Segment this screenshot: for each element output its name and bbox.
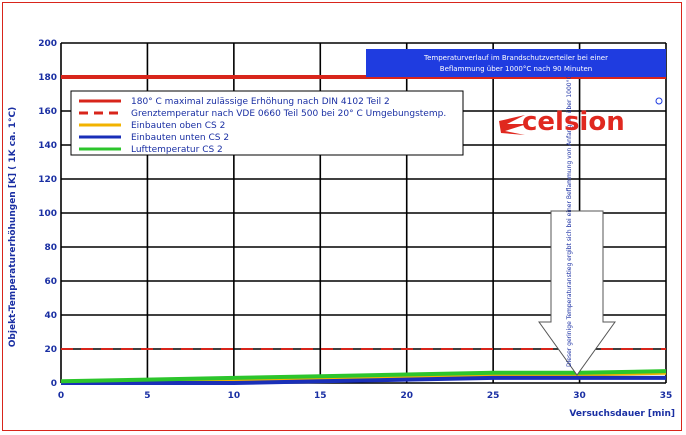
legend-label-2: Einbauten oben CS 2 <box>131 121 225 131</box>
series-line-3 <box>61 375 666 385</box>
tick-labels: 0 20 40 60 80 100 120 140 160 180 200 0 5 10 15 20 25 30 3… <box>38 39 672 401</box>
y-tick-label: 160 <box>38 107 57 117</box>
x-tick-label: 5 <box>144 391 150 401</box>
y-tick-label: 80 <box>44 243 57 253</box>
x-tick-label: 10 <box>228 391 241 401</box>
series-line-4 <box>60 369 667 384</box>
chart-title: Temperaturverlauf im Brandschutzverteile… <box>366 49 666 77</box>
y-tick-label: 40 <box>44 311 57 321</box>
legend-label-3: Einbauten unten CS 2 <box>131 133 229 143</box>
y-tick-label: 20 <box>44 345 57 355</box>
y-tick-label: 140 <box>38 141 57 151</box>
legend-label-1: Grenztemperatur nach VDE 0660 Teil 500 b… <box>131 109 446 119</box>
chart-svg: 0 20 40 60 80 100 120 140 160 180 200 0 5 10 15 20 25 30 3… <box>8 39 675 419</box>
flame-icon <box>499 115 527 135</box>
legend: 180° C maximal zulässige Erhöhung nach D… <box>70 90 464 156</box>
title-line-2: Beflammung über 1000°C nach 90 Minuten <box>440 65 592 73</box>
annotation-text: Dieser gerinige Temperaturanstieg ergibt… <box>566 75 573 367</box>
x-axis-label: Versuchsdauer [min] <box>569 409 675 419</box>
legend-label-4: Lufttemperatur CS 2 <box>131 145 223 155</box>
y-tick-label: 180 <box>38 73 57 83</box>
x-tick-label: 25 <box>487 391 500 401</box>
title-line-1: Temperaturverlauf im Brandschutzverteile… <box>423 54 608 62</box>
y-tick-label: 200 <box>38 39 57 49</box>
celsion-logo: celsion <box>499 97 663 137</box>
y-tick-label: 100 <box>38 209 57 219</box>
annotation-arrow: Dieser gerinige Temperaturanstieg ergibt… <box>538 75 616 376</box>
x-tick-label: 0 <box>58 391 64 401</box>
y-tick-label: 60 <box>44 277 57 287</box>
x-tick-label: 15 <box>314 391 327 401</box>
y-axis-label: Objekt-Temperaturerhöhungen [K] ( 1K ca.… <box>8 107 18 347</box>
x-tick-label: 30 <box>573 391 586 401</box>
x-tick-label: 35 <box>660 391 673 401</box>
y-tick-label: 120 <box>38 175 57 185</box>
x-tick-label: 20 <box>400 391 413 401</box>
legend-label-0: 180° C maximal zulässige Erhöhung nach D… <box>131 97 390 107</box>
logo-text: celsion <box>522 107 625 137</box>
y-tick-label: 0 <box>51 379 57 389</box>
registered-icon <box>655 97 663 105</box>
